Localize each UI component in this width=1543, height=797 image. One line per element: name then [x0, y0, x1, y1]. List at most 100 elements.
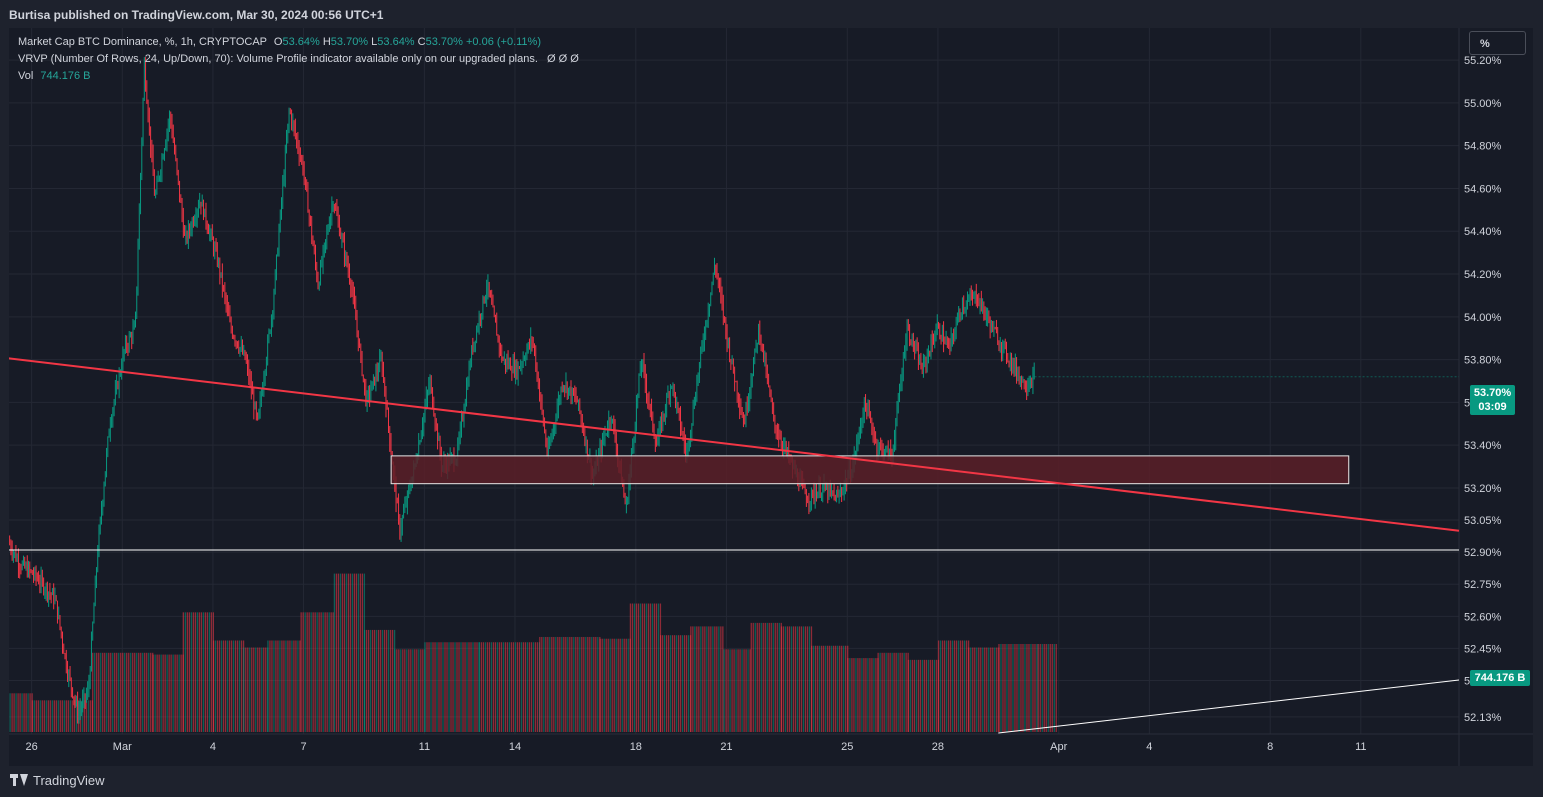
x-tick-label: 25 [841, 741, 853, 753]
chart-svg[interactable]: 55.20% 55.00% 54.80% 54.60% 54.40% 54.20% 54.0… [9, 28, 1533, 766]
volume-bar [275, 640, 277, 732]
volume-bar [607, 638, 609, 732]
volume-bar [863, 658, 865, 732]
volume-bar [627, 638, 629, 732]
volume-bar [128, 652, 130, 732]
y-axis[interactable]: 55.20% 55.00% 54.80% 54.60% 54.40% 54.20% 54.0… [1464, 55, 1502, 724]
legend-symbol-row[interactable]: Market Cap BTC Dominance, %, 1h, CRYPTOC… [18, 36, 541, 48]
volume-bar [402, 649, 404, 732]
volume-bar [941, 640, 944, 732]
volume-bar [986, 647, 988, 732]
volume-bar [671, 635, 674, 732]
high-value: 53.70% [330, 36, 369, 48]
volume-bar [639, 603, 642, 732]
volume-bar [619, 638, 621, 732]
volume-bar [939, 640, 942, 732]
volume-bar [1039, 644, 1041, 732]
volume-bar [933, 659, 935, 732]
volume-bar [729, 649, 731, 732]
volume-bar [156, 654, 158, 732]
volume-bar [756, 622, 758, 732]
volume-bar [583, 636, 585, 732]
volume-bar [855, 658, 857, 732]
volume-bar [170, 654, 172, 732]
volume-bar [19, 693, 21, 732]
volume-bar [567, 636, 569, 732]
volume-bar [1022, 644, 1024, 732]
volume-bar [182, 612, 184, 732]
volume-bar [573, 636, 575, 732]
x-tick-label: 18 [630, 741, 642, 753]
y-tick-label: 54.20% [1464, 269, 1502, 281]
volume-bar [833, 645, 835, 732]
volume-bar [200, 612, 202, 732]
volume-bar [41, 700, 43, 732]
volume-bar [236, 640, 239, 732]
volume-bar [881, 652, 883, 732]
volume-bar [794, 626, 797, 732]
volume-bar [887, 652, 889, 732]
volume-bar [716, 626, 718, 732]
volume-bar [708, 626, 710, 732]
volume-bar [277, 640, 279, 732]
volume-bar [547, 636, 549, 732]
vrvp-text[interactable]: VRVP (Number Of Rows, 24, Up/Down, 70): … [18, 53, 538, 65]
volume-bar [492, 642, 495, 732]
volume-bar [623, 638, 625, 732]
volume-bar [240, 640, 243, 732]
volume-bar [1053, 644, 1055, 732]
volume-bar [951, 640, 954, 732]
bar-countdown: 03:09 [1478, 401, 1507, 413]
volume-bar [915, 659, 917, 732]
x-axis[interactable]: 26 Mar 4 7 11 14 18 21 25 28 Apr 4 8 11 [26, 741, 1367, 753]
volume-bar [486, 642, 489, 732]
volume-bar [408, 649, 410, 732]
volume-bar [33, 700, 35, 732]
volume-bar [575, 636, 577, 732]
volume-bar [89, 700, 91, 732]
chart-panel[interactable]: 55.20% 55.00% 54.80% 54.60% 54.40% 54.20% 54.0… [9, 28, 1533, 766]
volume-bar [768, 622, 770, 732]
volume-bar [498, 642, 501, 732]
volume-bar [927, 659, 929, 732]
volume-bar [142, 652, 144, 732]
volume-bar [867, 658, 869, 732]
volume-bar [186, 612, 188, 732]
footer[interactable]: TradingView [10, 771, 105, 789]
volume-bar [353, 573, 356, 732]
volume-bar [11, 693, 13, 732]
volume-bar [737, 649, 739, 732]
change-value: +0.06 (+0.11%) [465, 36, 541, 48]
volume-bar [387, 629, 390, 732]
volume-bar [549, 636, 551, 732]
volume-bar [496, 642, 499, 732]
volume-bar [1016, 644, 1018, 732]
volume-bar [118, 652, 120, 732]
volume-bar [727, 649, 729, 732]
volume-bar [841, 645, 843, 732]
volume-bar [1032, 644, 1034, 732]
overlays[interactable] [9, 357, 1460, 734]
volume-bar [414, 649, 416, 732]
volume-bar [559, 636, 561, 732]
volume-bar [555, 636, 557, 732]
volume-bar [134, 652, 136, 732]
volume-bar [723, 649, 725, 732]
legend-volume-row[interactable]: Vol 744.176 B [18, 70, 91, 82]
volume-bar [198, 612, 200, 732]
volume-bar [214, 640, 217, 732]
volume-bar [426, 642, 428, 732]
volume-bar [823, 645, 825, 732]
symbol-title[interactable]: Market Cap BTC Dominance, %, 1h, CRYPTOC… [18, 36, 267, 48]
volume-bar [1004, 644, 1006, 732]
volume-bar [312, 612, 314, 732]
vol-label[interactable]: Vol [18, 70, 34, 82]
y-tick-label: 54.40% [1464, 226, 1502, 238]
volume-bar [557, 636, 559, 732]
legend-vrvp-row[interactable]: VRVP (Number Of Rows, 24, Up/Down, 70): … [18, 53, 579, 65]
volume-bar [788, 626, 791, 732]
volume-bar [23, 693, 25, 732]
percent-scale-button[interactable]: % [1469, 31, 1526, 55]
volume-bar [712, 626, 714, 732]
volume-bar [150, 652, 152, 732]
